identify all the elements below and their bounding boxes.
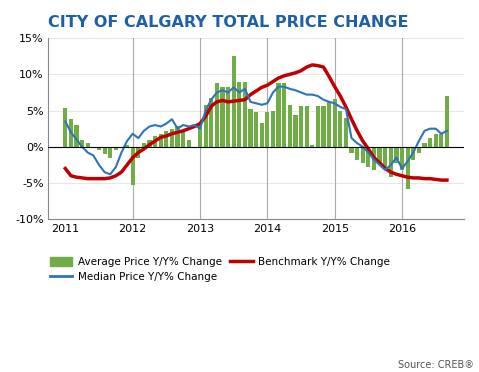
Bar: [445, 96, 449, 147]
Bar: [136, 147, 140, 158]
Bar: [355, 147, 359, 160]
Bar: [316, 106, 320, 147]
Bar: [114, 147, 118, 150]
Bar: [86, 143, 90, 147]
Bar: [215, 83, 219, 147]
Bar: [299, 106, 303, 147]
Bar: [377, 147, 382, 163]
Bar: [80, 140, 84, 147]
Bar: [288, 106, 292, 147]
Text: Source: CREB®: Source: CREB®: [398, 360, 474, 370]
Bar: [103, 147, 107, 154]
Bar: [148, 140, 152, 147]
Bar: [170, 129, 174, 147]
Bar: [226, 87, 230, 147]
Bar: [91, 147, 95, 148]
Bar: [439, 134, 444, 147]
Bar: [400, 147, 404, 170]
Bar: [361, 147, 365, 163]
Bar: [406, 147, 410, 189]
Bar: [254, 112, 258, 147]
Bar: [310, 145, 314, 147]
Bar: [350, 147, 354, 153]
Bar: [417, 147, 421, 153]
Bar: [411, 147, 415, 160]
Bar: [142, 143, 146, 147]
Bar: [159, 134, 163, 147]
Bar: [394, 147, 399, 163]
Bar: [338, 110, 342, 147]
Bar: [187, 140, 191, 147]
Bar: [243, 81, 247, 147]
Bar: [237, 81, 241, 147]
Bar: [293, 115, 297, 147]
Bar: [153, 136, 157, 147]
Bar: [372, 147, 376, 170]
Bar: [231, 56, 236, 147]
Bar: [389, 147, 393, 177]
Bar: [321, 106, 326, 147]
Bar: [204, 105, 208, 147]
Bar: [249, 109, 252, 147]
Bar: [366, 147, 370, 167]
Bar: [164, 131, 169, 147]
Bar: [125, 145, 129, 147]
Bar: [271, 110, 275, 147]
Bar: [383, 147, 388, 167]
Bar: [265, 112, 270, 147]
Bar: [305, 106, 309, 147]
Bar: [332, 99, 337, 147]
Bar: [433, 134, 438, 147]
Legend: Average Price Y/Y% Change, Median Price Y/Y% Change, Benchmark Y/Y% Change: Average Price Y/Y% Change, Median Price …: [49, 257, 390, 282]
Bar: [428, 138, 432, 147]
Bar: [422, 143, 427, 147]
Bar: [74, 125, 79, 147]
Bar: [69, 119, 73, 147]
Bar: [220, 87, 225, 147]
Bar: [63, 108, 68, 147]
Bar: [131, 147, 135, 185]
Bar: [344, 118, 348, 147]
Bar: [327, 102, 331, 147]
Bar: [209, 97, 213, 147]
Bar: [181, 132, 185, 147]
Text: CITY OF CALGARY TOTAL PRICE CHANGE: CITY OF CALGARY TOTAL PRICE CHANGE: [48, 15, 409, 30]
Bar: [282, 83, 286, 147]
Bar: [97, 147, 101, 150]
Bar: [198, 124, 202, 147]
Bar: [276, 83, 281, 147]
Bar: [260, 123, 264, 147]
Bar: [108, 147, 112, 158]
Bar: [175, 126, 180, 147]
